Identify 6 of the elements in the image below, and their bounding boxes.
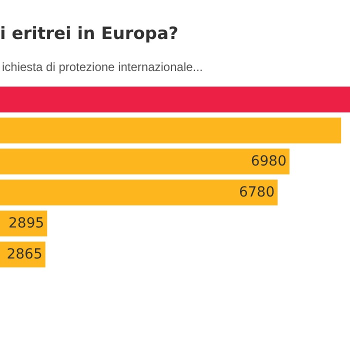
data-label: 6780	[238, 184, 275, 201]
data-label: 2865	[6, 246, 42, 263]
chart-title: i eritrei in Europa?	[0, 24, 178, 44]
chart-subtitle: ichiesta di protezione internazionale...	[2, 60, 203, 74]
data-label: 2895	[8, 216, 44, 232]
data-label: 6980	[250, 154, 286, 170]
